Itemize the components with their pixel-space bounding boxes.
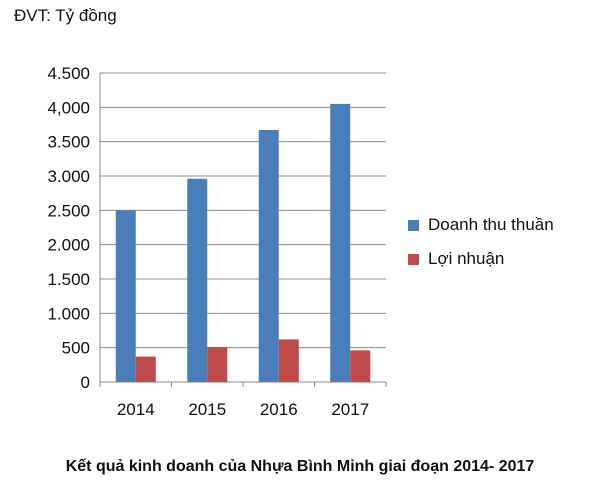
x-tick-label: 2017 (331, 400, 369, 419)
chart-caption: Kết quả kinh doanh của Nhựa Bình Minh gi… (65, 458, 535, 475)
y-tick-label: 1.500 (47, 270, 90, 289)
legend: Doanh thu thuần Lợi nhuận (408, 214, 554, 282)
bar-revenue-2017 (330, 103, 351, 383)
legend-label-profit: Lợi nhuận (428, 249, 505, 268)
bar-profit-2017 (350, 350, 371, 382)
y-tick-label: 2.500 (47, 201, 90, 220)
y-tick-label: 3.500 (47, 133, 90, 152)
x-tick-label: 2014 (117, 400, 155, 419)
legend-swatch-profit (408, 253, 419, 265)
bar-revenue-2014 (115, 210, 136, 382)
legend-item-profit: Lợi nhuận (408, 248, 554, 270)
unit-label: ĐVT: Tỷ đồng (14, 6, 117, 25)
y-tick-label: 3.000 (47, 167, 90, 186)
x-tick-label: 2015 (188, 400, 226, 419)
bar-profit-2016 (278, 339, 299, 382)
x-tick-label: 2016 (260, 400, 298, 419)
bar-revenue-2016 (258, 129, 279, 382)
legend-item-revenue: Doanh thu thuần (408, 214, 554, 236)
legend-swatch-revenue (408, 219, 419, 231)
y-tick-label: 2.000 (47, 236, 90, 255)
legend-label-revenue: Doanh thu thuần (428, 215, 554, 234)
y-tick-label: 500 (62, 339, 90, 358)
y-tick-label: 1.000 (47, 304, 90, 323)
y-tick-label: 4.500 (47, 64, 90, 83)
bar-profit-2015 (207, 346, 228, 382)
bar-revenue-2015 (187, 178, 208, 382)
y-tick-label: 4,000 (47, 98, 90, 117)
y-tick-label: 0 (81, 373, 90, 392)
bar-profit-2014 (135, 356, 156, 382)
